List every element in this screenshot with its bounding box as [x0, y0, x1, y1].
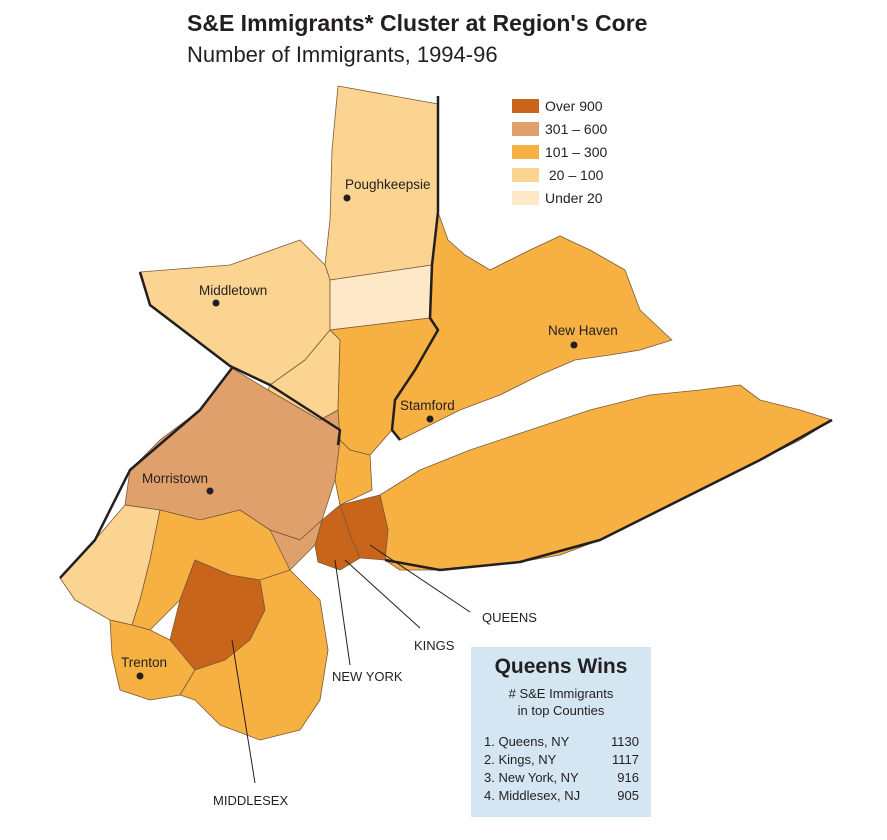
box-title: Queens Wins: [494, 655, 628, 678]
new-haven-dot: [570, 341, 578, 349]
trenton-dot: [136, 672, 144, 680]
callout-middlesex: MIDDLESEX: [213, 793, 289, 808]
legend-item: Under 20: [512, 186, 607, 209]
legend-swatch: [512, 144, 539, 159]
legend-swatch: [512, 121, 539, 136]
border-ny-ct: [390, 96, 440, 441]
callout-new-york: NEW YORK: [332, 669, 403, 684]
box-subtitle-line2: in top Counties: [517, 703, 605, 718]
rank-row: 4. Middlesex, NJ 905: [471, 787, 651, 805]
city-label-middletown: Middletown: [199, 283, 268, 298]
city-label-new-haven: New Haven: [548, 323, 618, 338]
city-label-morristown: Morristown: [142, 471, 209, 486]
map-title: S&E Immigrants* Cluster at Region's Core: [187, 10, 648, 36]
rank-value: 916: [617, 770, 639, 785]
map-subtitle: Number of Immigrants, 1994-96: [187, 42, 498, 67]
box-subtitle-line1: # S&E Immigrants: [508, 686, 614, 701]
rank-list: 1. Queens, NY 1130 2. Kings, NY 1117 3. …: [471, 733, 651, 805]
city-label-trenton: Trenton: [121, 655, 168, 670]
middletown-dot: [212, 299, 220, 307]
kings-callout-line: [344, 559, 421, 629]
callout-queens: QUEENS: [482, 610, 537, 625]
middlesex-callout-line: [231, 639, 256, 784]
stamford-dot: [426, 415, 434, 423]
legend-item: Over 900: [512, 94, 607, 117]
legend-swatch: [512, 190, 539, 205]
queens-wins-box: Queens Wins # S&E Immigrants in top Coun…: [471, 647, 651, 817]
poughkeepsie-dot: [343, 194, 351, 202]
rank-name: 2. Kings, NY: [484, 752, 557, 767]
city-label-poughkeepsie: Poughkeepsie: [345, 177, 431, 192]
rank-name: 1. Queens, NY: [484, 734, 570, 749]
legend-label: Over 900: [545, 97, 603, 114]
legend-swatch: [512, 167, 539, 182]
callout-kings: KINGS: [414, 638, 455, 653]
morristown-dot: [206, 487, 214, 495]
county-monmouth: [179, 569, 329, 741]
legend-item: 20 – 100: [512, 163, 607, 186]
map-legend: Over 900 301 – 600 101 – 300 20 – 100 Un…: [512, 94, 607, 209]
box-subtitle: # S&E Immigrants in top Counties: [471, 685, 651, 719]
rank-name: 3. New York, NY: [484, 770, 579, 785]
border-ny-nj: [138, 271, 342, 446]
legend-label: 301 – 600: [545, 120, 608, 137]
rank-name: 4. Middlesex, NJ: [484, 788, 581, 803]
rank-value: 1130: [611, 734, 639, 749]
rank-row: 1. Queens, NY 1130: [471, 733, 651, 751]
coastline-south: [384, 418, 833, 572]
border-pa-nj: [59, 367, 233, 579]
rank-row: 3. New York, NY 916: [471, 769, 651, 787]
rank-row: 2. Kings, NY 1117: [471, 751, 651, 769]
rank-value: 905: [617, 788, 639, 803]
legend-item: 101 – 300: [512, 140, 607, 163]
city-label-stamford: Stamford: [400, 398, 455, 413]
legend-label: 20 – 100: [545, 166, 604, 183]
legend-swatch: [512, 98, 539, 113]
county-essex: [269, 519, 323, 571]
new-york-callout-line: [334, 559, 351, 666]
legend-label: Under 20: [545, 189, 603, 206]
legend-item: 301 – 600: [512, 117, 607, 140]
rank-value: 1117: [612, 752, 639, 767]
legend-label: 101 – 300: [545, 143, 608, 160]
queens-callout-line: [369, 544, 471, 613]
